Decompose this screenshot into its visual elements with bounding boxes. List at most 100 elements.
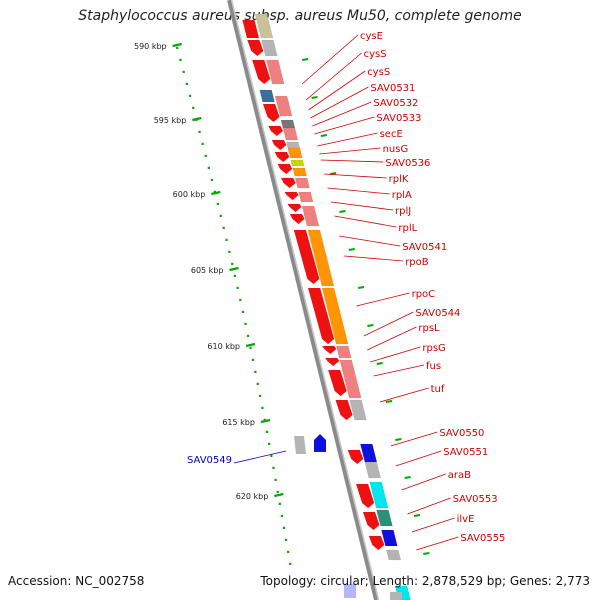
ruler-dot (265, 430, 269, 433)
ruler-dot (201, 142, 204, 145)
gene-feature (344, 584, 356, 598)
leader-line (370, 346, 421, 363)
gene-feature (254, 13, 274, 39)
gene-feature (277, 163, 293, 175)
gene-feature (314, 434, 326, 452)
gene-feature (259, 89, 275, 103)
minor-tick (376, 362, 383, 365)
gene-label-sav0541: SAV0541 (402, 242, 447, 253)
ruler-layer: 590 kbp 595 kbp 600 kbp 605 kbp 610 kbp 615 k… (134, 42, 430, 565)
ruler-major-tick (211, 190, 221, 196)
ruler-dot (225, 238, 228, 241)
minor-tick (302, 58, 309, 61)
leader-line (312, 101, 372, 127)
ruler-dot (182, 70, 185, 73)
gene-feature (294, 177, 310, 189)
genome-stats-text: Topology: circular; Length: 2,878,529 bp… (260, 574, 590, 588)
leader-line (330, 201, 394, 211)
ruler-major-tick (274, 492, 284, 498)
leader-line (373, 364, 425, 377)
ruler-major-tick (172, 42, 182, 48)
gene-feature (290, 159, 305, 167)
ruler-dot (278, 502, 281, 505)
gene-feature (307, 287, 335, 345)
ruler-dot (244, 322, 247, 325)
ruler-dot (259, 394, 262, 397)
minor-tick (395, 438, 402, 441)
gene-feature (294, 436, 306, 454)
gene-feature (385, 549, 402, 561)
leader-line (324, 173, 387, 179)
gene-feature (284, 191, 299, 201)
ruler-dot (261, 406, 264, 409)
ruler-dot (256, 382, 259, 385)
leader-line (407, 497, 451, 515)
leader-line (395, 450, 442, 467)
gene-feature (292, 167, 308, 177)
gene-feature (246, 39, 264, 57)
gene-feature (265, 59, 285, 85)
leader-line (367, 326, 417, 351)
ruler-dot (272, 466, 275, 469)
leader-line (411, 517, 455, 533)
backbone-line (227, 0, 379, 600)
leader-line (344, 255, 404, 262)
minor-tick (330, 172, 337, 175)
ruler-dot (263, 418, 266, 421)
gene-feature (341, 367, 362, 399)
gene-feature (293, 229, 320, 285)
ruler-dot (179, 58, 182, 61)
ruler-dot (241, 310, 245, 313)
leader-line (301, 34, 359, 85)
gene-feature (287, 203, 302, 213)
gene-feature (360, 443, 378, 463)
backbone-layer (227, 0, 380, 600)
gene-feature (251, 59, 271, 85)
leader-line (319, 147, 381, 155)
ruler-dot (280, 514, 284, 517)
ruler-dot (249, 346, 252, 349)
accession-text: Accession: NC_002758 (8, 574, 145, 588)
gene-feature (381, 529, 398, 547)
ruler-dot (287, 550, 290, 553)
gene-label-cyss: cysS (364, 49, 387, 60)
gene-feature (347, 449, 364, 465)
ruler-dot (236, 286, 239, 289)
gene-feature (321, 287, 349, 345)
minor-tick (423, 552, 430, 555)
leader-line (310, 86, 369, 119)
gene-feature (298, 191, 314, 203)
ruler-tick-label: 600 kbp (173, 190, 206, 199)
gene-label-sav0532: SAV0532 (373, 98, 418, 109)
gene-feature (280, 177, 296, 189)
minor-tick (348, 248, 355, 251)
gene-feature (307, 229, 335, 287)
ruler-dot (213, 190, 216, 193)
gene-label-rpoc: rpoC (412, 289, 436, 300)
ruler-tick-label: 595 kbp (154, 116, 187, 125)
gene-feature (274, 151, 290, 163)
minor-tick (413, 514, 421, 517)
leader-line (356, 292, 410, 307)
gene-label-rpsl: rpsL (418, 323, 440, 334)
ruler-dot (222, 226, 225, 229)
gene-label-rpla: rplA (392, 190, 412, 201)
gene-feature (369, 481, 389, 509)
ruler-dot (207, 166, 210, 169)
gene-label-rpob: rpoB (405, 257, 429, 268)
gene-label-arab: araB (448, 470, 471, 481)
ruler-dot (210, 178, 213, 181)
gene-feature (268, 125, 284, 137)
gene-feature (376, 509, 393, 527)
ruler-dot (185, 82, 188, 85)
gene-label-rplk: rplK (389, 174, 409, 185)
leader-line (334, 215, 397, 228)
ruler-dot (274, 478, 277, 481)
ruler-dot (282, 526, 286, 529)
gene-feature (327, 369, 347, 397)
ruler-dot (289, 562, 292, 565)
leader-line (379, 387, 429, 403)
gene-label-sav0533: SAV0533 (376, 113, 421, 124)
gene-feature (271, 139, 287, 151)
